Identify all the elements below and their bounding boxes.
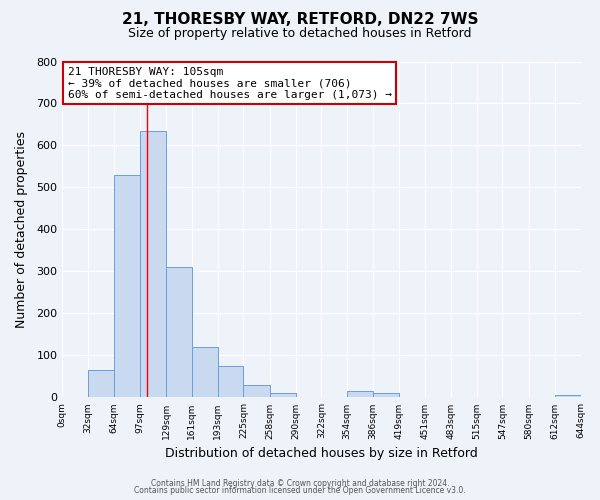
Text: Contains HM Land Registry data © Crown copyright and database right 2024.: Contains HM Land Registry data © Crown c… [151, 478, 449, 488]
Bar [373, 393, 400, 398]
Bar [244, 385, 270, 398]
Bar [555, 396, 581, 398]
Bar [192, 347, 218, 398]
Bar [88, 370, 114, 398]
Text: Contains public sector information licensed under the Open Government Licence v3: Contains public sector information licen… [134, 486, 466, 495]
Text: Size of property relative to detached houses in Retford: Size of property relative to detached ho… [128, 28, 472, 40]
X-axis label: Distribution of detached houses by size in Retford: Distribution of detached houses by size … [165, 447, 478, 460]
Bar [347, 391, 373, 398]
Bar [218, 366, 244, 398]
Text: 21, THORESBY WAY, RETFORD, DN22 7WS: 21, THORESBY WAY, RETFORD, DN22 7WS [122, 12, 478, 28]
Text: 21 THORESBY WAY: 105sqm
← 39% of detached houses are smaller (706)
60% of semi-d: 21 THORESBY WAY: 105sqm ← 39% of detache… [68, 66, 392, 100]
Bar [166, 268, 192, 398]
Bar [114, 175, 140, 398]
Y-axis label: Number of detached properties: Number of detached properties [15, 131, 28, 328]
Bar [140, 131, 166, 398]
Bar [270, 393, 296, 398]
